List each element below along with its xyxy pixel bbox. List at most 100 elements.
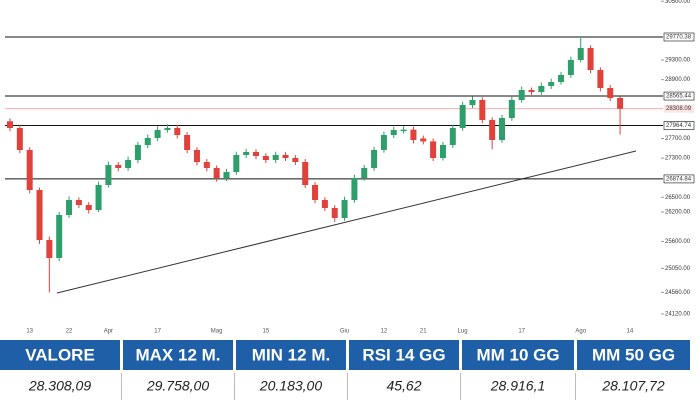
candle-body: [518, 89, 525, 100]
y-tick-label: 25050.00: [665, 266, 691, 272]
candle-body: [439, 144, 446, 158]
x-tick-label: Lug: [458, 329, 468, 335]
candle-body: [26, 149, 33, 190]
y-tick-label: 29300.00: [665, 58, 691, 64]
candle-body: [499, 117, 505, 140]
y-tick-label: 27300.00: [665, 156, 691, 162]
candle-body: [193, 149, 200, 163]
header-text: VALORE: [25, 345, 95, 364]
price-label: 26874.84: [666, 177, 692, 183]
header-text: RSI 14 GG: [362, 345, 445, 364]
header-cell: [462, 340, 574, 370]
candle-body: [184, 134, 191, 150]
candle-body: [380, 134, 387, 150]
candle-body: [617, 97, 624, 109]
header-cell: [123, 340, 233, 370]
candle-body: [420, 138, 427, 142]
x-tick-label: Giu: [340, 329, 349, 335]
header-cell: [0, 340, 120, 370]
price-label: 28565.44: [666, 94, 692, 100]
x-tick-label: 22: [66, 329, 73, 335]
value-text: 28.107,72: [601, 378, 664, 394]
candle-body: [144, 137, 151, 145]
candle-body: [567, 59, 574, 75]
header-cell: [577, 340, 690, 370]
price-label-box: [663, 121, 695, 130]
candle-body: [331, 207, 338, 218]
price-label-box: [663, 32, 695, 42]
candle-body: [125, 159, 132, 168]
candle-body: [85, 204, 92, 210]
candle-body: [449, 127, 456, 145]
price-label: 27964.74: [666, 123, 692, 129]
summary-table: VALORE MAX 12 M. MIN 12 M. RSI 14 GG MM 10 G…: [0, 340, 690, 400]
candle-body: [479, 99, 486, 120]
x-tick-label: 15: [262, 329, 269, 335]
header-cell: [236, 340, 346, 370]
x-tick-label: Apr: [104, 329, 113, 335]
price-label: 29770.38: [666, 35, 692, 41]
candle-body: [56, 214, 63, 258]
candle-body: [548, 82, 555, 86]
last-price-box: [664, 104, 694, 113]
trend-line: [56, 150, 637, 294]
header-cell: [349, 340, 459, 370]
price-label-box: [663, 91, 695, 101]
y-tick-label: 24560.00: [665, 290, 691, 296]
price-label-box: [663, 174, 695, 184]
candle-body: [430, 141, 437, 158]
candle-body: [66, 199, 73, 215]
candle-body: [262, 155, 269, 160]
candle-body: [272, 154, 279, 160]
candle-body: [174, 127, 181, 135]
candle-body: [312, 184, 319, 200]
candle-body: [223, 172, 230, 179]
candle-body: [321, 199, 328, 208]
candle-body: [213, 167, 220, 179]
candle-body: [7, 121, 13, 128]
candle-body: [105, 164, 112, 185]
candle-body: [233, 154, 240, 173]
y-tick-label: 27700.00: [665, 136, 691, 142]
y-tick-label: 26200.00: [665, 210, 691, 216]
x-tick-label: 17: [518, 329, 525, 335]
candle-body: [607, 87, 614, 98]
header-text: MAX 12 M.: [135, 345, 220, 364]
value-text: 45,62: [386, 378, 421, 394]
candle-body: [302, 162, 309, 185]
x-tick-label: 12: [381, 329, 388, 335]
x-tick-label: 13: [26, 329, 33, 335]
candle-body: [508, 99, 515, 118]
candle-body: [164, 127, 171, 130]
y-tick-label: 24120.00: [665, 312, 691, 318]
value-text: 28.308,09: [28, 378, 91, 394]
header-text: MM 50 GG: [592, 345, 675, 364]
candle-body: [400, 129, 407, 132]
candle-body: [341, 199, 348, 218]
candle-body: [459, 104, 466, 128]
y-tick-label: 25600.00: [665, 239, 691, 245]
candle-body: [577, 47, 584, 60]
y-tick-label: 30500.00: [665, 0, 691, 5]
candle-body: [75, 199, 82, 205]
candle-body: [203, 162, 210, 168]
header-text: MM 10 GG: [476, 345, 559, 364]
candle-body: [154, 129, 161, 138]
y-tick-label: 26500.00: [665, 195, 691, 201]
candle-body: [46, 239, 53, 258]
candle-body: [390, 129, 397, 135]
x-tick-label: Ago: [575, 329, 586, 335]
candle-body: [95, 184, 102, 210]
x-tick-label: 17: [154, 329, 161, 335]
candle-body: [253, 152, 259, 156]
candle-body: [115, 164, 122, 168]
candle-body: [134, 144, 141, 160]
value-text: 29.758,00: [146, 378, 209, 394]
x-tick-label: Mag: [211, 329, 223, 335]
candle-body: [361, 167, 368, 179]
candle-body: [538, 85, 545, 93]
candle-body: [410, 129, 417, 140]
candle-body: [558, 74, 565, 83]
x-tick-label: 14: [627, 329, 634, 335]
